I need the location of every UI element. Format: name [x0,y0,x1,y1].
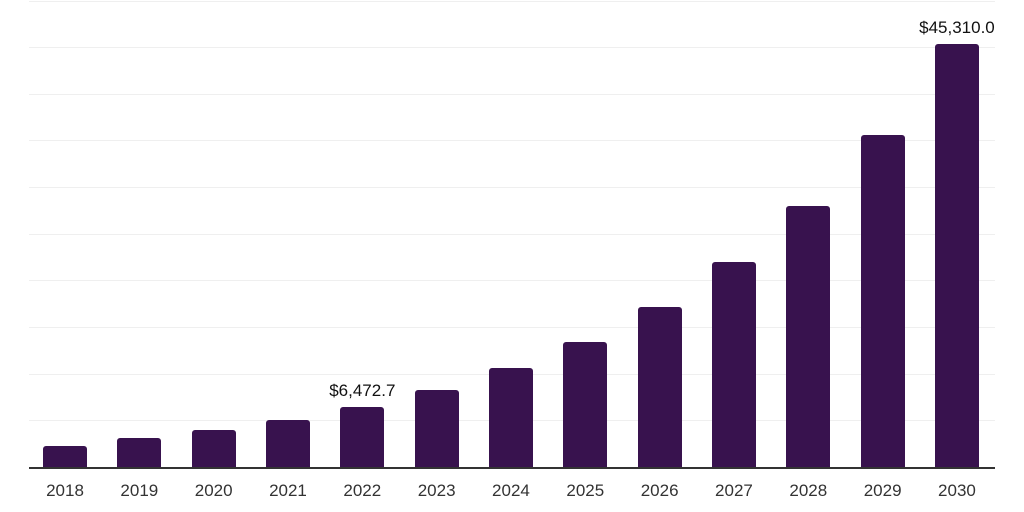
bar-2026 [637,307,682,467]
x-tick-label-2020: 2020 [194,481,233,500]
plot-area: $6,472.7 $45,310.0 [29,0,995,469]
bar-2025 [563,341,608,467]
gridline [29,93,995,95]
x-tick-label-2023: 2023 [417,481,456,500]
bar-2021 [265,419,310,467]
gridline [29,233,995,235]
bar-2024 [488,368,533,467]
bar-2030 [934,44,979,467]
gridline [29,327,995,329]
bar-2027 [711,262,756,467]
x-axis-line [29,467,995,469]
bar-2023 [414,390,459,467]
x-tick-label-2028: 2028 [789,481,828,500]
gridline [29,47,995,49]
gridline [29,280,995,282]
x-tick-label-2021: 2021 [269,481,307,500]
x-tick-label-2018: 2018 [46,481,84,500]
bar-value-label-2030: $45,310.0 [919,18,995,38]
bar-value-label-2022: $6,472.7 [329,380,396,400]
bar-2020 [191,429,236,467]
x-tick-label-2019: 2019 [120,481,159,500]
gridline [29,140,995,142]
x-tick-label-2025: 2025 [566,481,605,500]
bar-2029 [860,134,905,467]
x-tick-label-2026: 2026 [640,481,679,500]
x-tick-label-2027: 2027 [715,481,753,500]
x-tick-label-2029: 2029 [863,481,902,500]
gridline [29,0,995,2]
x-tick-label-2030: 2030 [938,481,976,500]
bar-2022 [340,406,385,467]
bar-2019 [117,438,162,467]
x-tick-label-2024: 2024 [492,481,530,500]
bar-2028 [786,205,831,467]
x-tick-label-2022: 2022 [343,481,382,500]
bar-2018 [43,445,87,467]
gridline [29,187,995,189]
